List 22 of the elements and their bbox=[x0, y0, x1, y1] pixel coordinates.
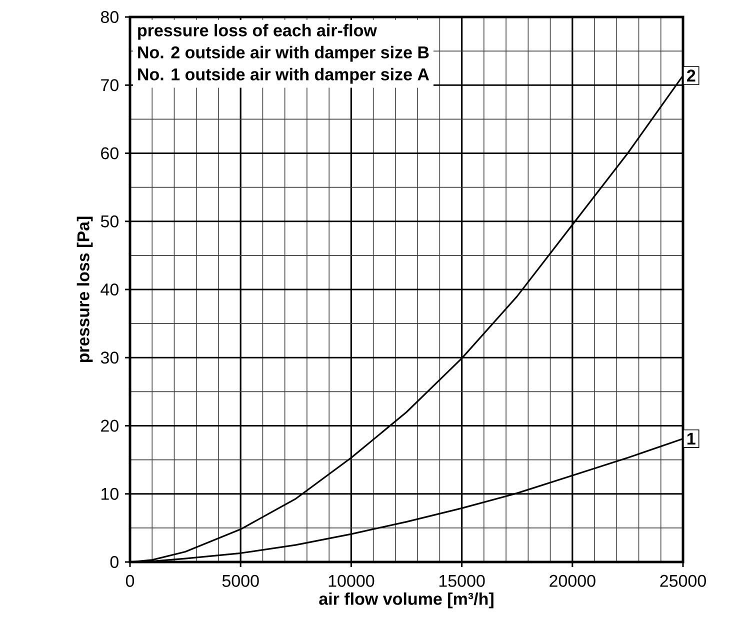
x-tick-label: 25000 bbox=[660, 574, 706, 587]
y-tick-label: 10 bbox=[102, 488, 118, 500]
x-axis-title: air flow volume [m³/h] bbox=[319, 592, 494, 608]
series-label: 1 bbox=[687, 432, 696, 445]
y-tick-label: 50 bbox=[100, 215, 118, 228]
series-label: 2 bbox=[687, 70, 696, 82]
x-tick-label: 10000 bbox=[328, 574, 374, 587]
y-tick-label: 60 bbox=[101, 147, 118, 160]
x-tick-label: 15000 bbox=[439, 574, 485, 587]
y-tick-label: 20 bbox=[101, 420, 118, 432]
y-tick-label: 30 bbox=[100, 352, 118, 364]
x-tick-label: 5000 bbox=[222, 574, 259, 587]
chart-title: pressure loss of each air-flow bbox=[138, 24, 377, 40]
x-tick-label: 20000 bbox=[550, 574, 596, 587]
y-tick-label: 70 bbox=[101, 79, 118, 92]
x-tick-label: 0 bbox=[126, 574, 134, 587]
y-axis-title: pressure loss [Pa] bbox=[76, 216, 93, 362]
y-tick-label: 40 bbox=[100, 283, 118, 296]
y-tick-label: 80 bbox=[100, 10, 118, 24]
annotation: No. 2 outside air with damper size B bbox=[138, 46, 429, 62]
y-tick-label: 0 bbox=[110, 556, 118, 568]
annotation: No. 1 outside air with damper size A bbox=[138, 68, 430, 84]
